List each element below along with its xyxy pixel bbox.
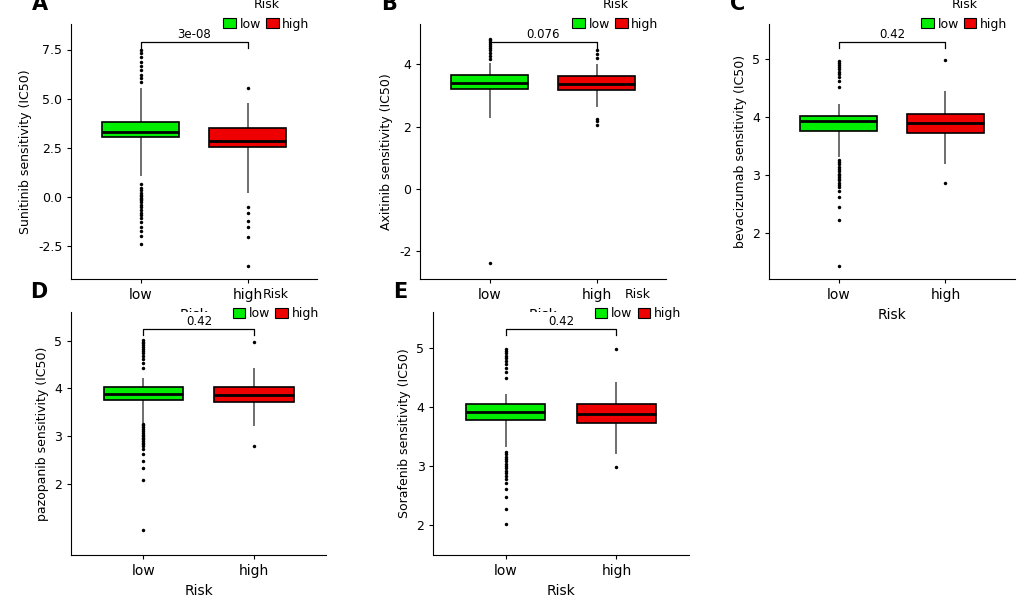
- Text: 0.42: 0.42: [878, 28, 904, 41]
- Y-axis label: Sorafenib sensitivity (IC50): Sorafenib sensitivity (IC50): [397, 349, 411, 518]
- Bar: [466, 404, 545, 420]
- Text: B: B: [381, 0, 396, 14]
- Bar: [214, 387, 293, 401]
- Bar: [102, 122, 179, 137]
- Bar: [576, 404, 655, 424]
- Text: D: D: [31, 282, 48, 302]
- Text: E: E: [392, 282, 407, 302]
- Y-axis label: pazopanib sensitivity (IC50): pazopanib sensitivity (IC50): [36, 346, 49, 521]
- Y-axis label: bevacizumab sensitivity (IC50): bevacizumab sensitivity (IC50): [733, 55, 746, 248]
- Bar: [906, 114, 983, 133]
- Text: A: A: [32, 0, 48, 14]
- X-axis label: Risk: Risk: [179, 308, 209, 322]
- Y-axis label: Axitinib sensitivity (IC50): Axitinib sensitivity (IC50): [380, 73, 393, 230]
- Bar: [557, 76, 635, 90]
- Legend: low, high: low, high: [222, 0, 311, 32]
- Bar: [450, 76, 528, 89]
- Legend: low, high: low, high: [593, 287, 682, 322]
- Bar: [104, 387, 183, 400]
- Text: C: C: [730, 0, 745, 14]
- X-axis label: Risk: Risk: [184, 584, 213, 598]
- Text: 0.42: 0.42: [547, 315, 574, 328]
- Text: 0.076: 0.076: [526, 28, 559, 41]
- Bar: [799, 116, 876, 131]
- Bar: [209, 128, 286, 147]
- X-axis label: Risk: Risk: [876, 308, 906, 322]
- Legend: low, high: low, high: [919, 0, 1008, 32]
- Text: 0.42: 0.42: [185, 315, 212, 328]
- Text: 3e-08: 3e-08: [177, 28, 211, 41]
- Legend: low, high: low, high: [231, 287, 320, 322]
- X-axis label: Risk: Risk: [528, 308, 557, 322]
- X-axis label: Risk: Risk: [546, 584, 575, 598]
- Y-axis label: Sunitinib sensitivity (IC50): Sunitinib sensitivity (IC50): [19, 69, 33, 234]
- Legend: low, high: low, high: [571, 0, 659, 32]
